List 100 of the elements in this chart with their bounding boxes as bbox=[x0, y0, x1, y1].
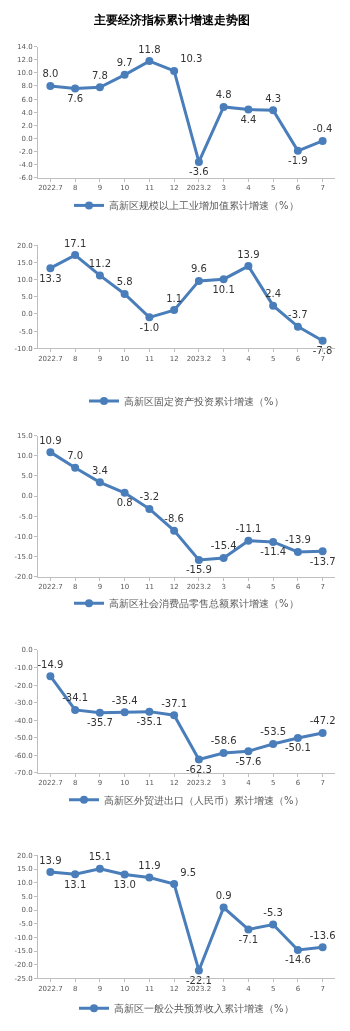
data-label: -11.4 bbox=[260, 546, 287, 558]
point bbox=[194, 755, 203, 764]
point bbox=[194, 966, 203, 975]
point bbox=[46, 81, 55, 90]
point bbox=[194, 157, 203, 166]
point bbox=[46, 264, 55, 273]
data-label: -13.7 bbox=[309, 555, 336, 567]
point bbox=[293, 322, 302, 331]
data-label: 13.1 bbox=[64, 878, 87, 890]
point bbox=[244, 747, 253, 756]
data-label: 2.4 bbox=[265, 288, 282, 300]
data-label: -1.0 bbox=[139, 321, 160, 333]
point bbox=[318, 547, 327, 556]
data-label: 8.0 bbox=[42, 68, 59, 80]
point bbox=[194, 276, 203, 285]
point bbox=[318, 136, 327, 145]
data-label: -14.6 bbox=[284, 954, 311, 966]
data-label: 5.8 bbox=[116, 276, 133, 288]
data-label: 13.3 bbox=[39, 272, 62, 284]
data-label: -5.3 bbox=[263, 907, 283, 919]
data-label: 10.9 bbox=[39, 434, 62, 446]
point bbox=[318, 336, 327, 345]
data-label: 17.1 bbox=[64, 237, 87, 249]
point bbox=[46, 672, 55, 681]
data-label: 7.8 bbox=[91, 69, 108, 81]
point bbox=[120, 289, 129, 298]
data-label: 4.3 bbox=[265, 92, 282, 104]
point bbox=[269, 301, 278, 310]
point bbox=[244, 105, 253, 114]
point bbox=[170, 880, 179, 889]
data-label: -62.3 bbox=[185, 763, 212, 775]
data-label: -3.6 bbox=[189, 166, 209, 178]
data-label: 9.6 bbox=[190, 263, 207, 275]
data-label: 13.9 bbox=[39, 854, 62, 866]
point bbox=[145, 707, 154, 716]
point bbox=[71, 463, 80, 472]
point bbox=[170, 711, 179, 720]
data-label: 7.6 bbox=[67, 93, 84, 105]
point bbox=[170, 306, 179, 315]
point bbox=[95, 271, 104, 280]
data-label: 1.1 bbox=[166, 292, 183, 304]
data-label: 13.9 bbox=[237, 248, 260, 260]
point bbox=[46, 448, 55, 457]
data-label: -37.1 bbox=[161, 697, 188, 709]
point bbox=[71, 705, 80, 714]
data-label: -35.7 bbox=[86, 717, 113, 729]
point bbox=[95, 708, 104, 717]
legend-label: 高新区外贸进出口（人民币）累计增速（%） bbox=[104, 794, 304, 806]
data-label: 0.9 bbox=[215, 890, 232, 902]
data-label: 10.1 bbox=[212, 283, 235, 295]
point bbox=[71, 870, 80, 879]
point bbox=[194, 556, 203, 565]
point bbox=[145, 873, 154, 882]
data-label: -15.9 bbox=[185, 564, 212, 576]
point bbox=[219, 275, 228, 284]
point bbox=[46, 868, 55, 877]
point bbox=[120, 708, 129, 717]
data-label: -7.1 bbox=[238, 933, 259, 945]
data-label: 11.2 bbox=[88, 257, 112, 269]
data-label: -13.9 bbox=[284, 534, 311, 546]
point bbox=[269, 920, 278, 929]
data-label: -3.2 bbox=[139, 491, 160, 503]
data-label: 10.3 bbox=[180, 53, 203, 65]
point bbox=[318, 943, 327, 952]
point bbox=[145, 504, 154, 513]
data-label: 7.0 bbox=[67, 450, 84, 462]
legend-label: 高新区固定资产投资累计增速（%） bbox=[124, 395, 284, 407]
point bbox=[269, 537, 278, 546]
data-label: 9.7 bbox=[116, 57, 133, 69]
point bbox=[95, 478, 104, 487]
data-label: 9.5 bbox=[180, 866, 197, 878]
data-label: -15.4 bbox=[210, 540, 237, 552]
point bbox=[293, 146, 302, 155]
legend-label: 高新区一般公共预算收入累计增速（%） bbox=[114, 1003, 294, 1015]
point bbox=[71, 251, 80, 260]
chart-title: 主要经济指标累计增速走势图 bbox=[93, 13, 250, 27]
point bbox=[145, 313, 154, 322]
point bbox=[170, 526, 179, 535]
point bbox=[219, 554, 228, 562]
data-label: -47.2 bbox=[309, 715, 336, 727]
data-label: -8.6 bbox=[164, 513, 184, 525]
data-label: 3.4 bbox=[91, 464, 108, 476]
point bbox=[293, 945, 302, 954]
data-label: -13.6 bbox=[309, 929, 336, 941]
point bbox=[219, 748, 228, 757]
point bbox=[219, 903, 228, 912]
data-label: 15.1 bbox=[88, 851, 112, 863]
data-label: -0.4 bbox=[312, 123, 333, 135]
point bbox=[269, 106, 278, 115]
data-label: -3.7 bbox=[288, 309, 308, 321]
data-label: 13.0 bbox=[113, 878, 136, 890]
data-label: -35.4 bbox=[111, 694, 138, 706]
data-label: 11.8 bbox=[138, 43, 161, 55]
data-label: -53.5 bbox=[260, 726, 287, 738]
point bbox=[95, 83, 104, 92]
data-label: -35.1 bbox=[136, 716, 163, 728]
point bbox=[293, 734, 302, 743]
point bbox=[244, 536, 253, 545]
point bbox=[219, 102, 228, 111]
data-label: -58.6 bbox=[210, 735, 237, 747]
